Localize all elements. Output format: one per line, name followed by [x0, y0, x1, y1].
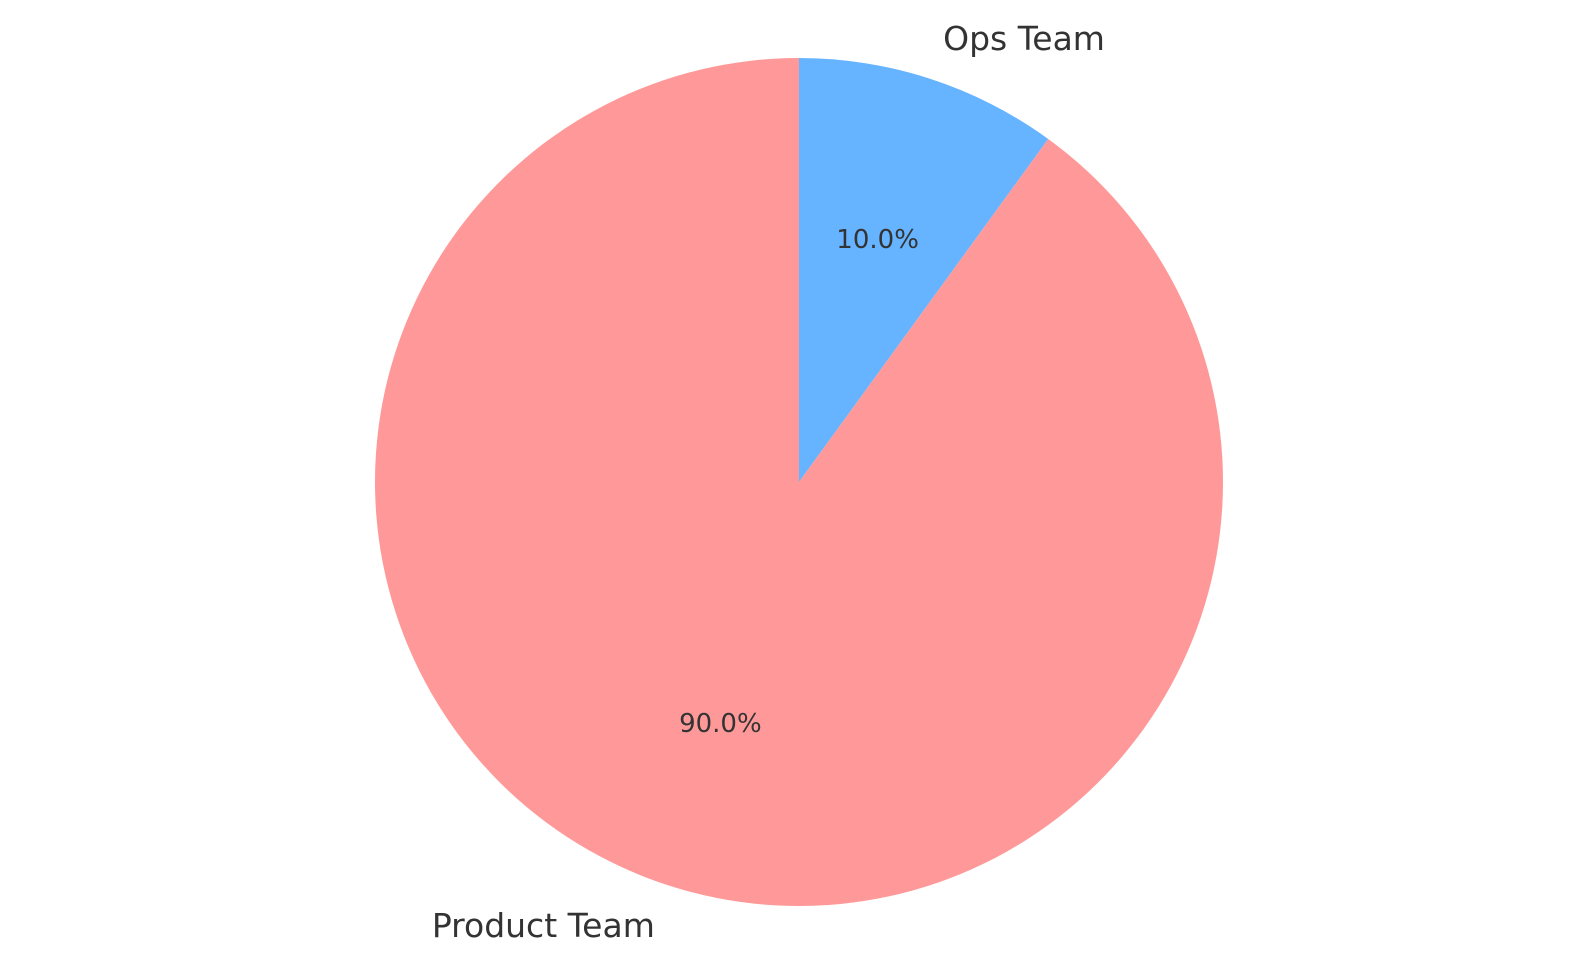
pie-slice-product-team: [375, 58, 1224, 906]
pie-value-label-product-team: 90.0%: [679, 709, 762, 739]
pie-category-label-ops-team: Ops Team: [943, 19, 1105, 58]
pie-value-label-ops-team: 10.0%: [836, 225, 919, 255]
pie-labels: 10.0% Ops Team 90.0% Product Team: [432, 19, 1105, 945]
pie-slice-ops-team: [799, 58, 1049, 482]
pie-category-label-product-team: Product Team: [432, 906, 655, 945]
pie-slices: [375, 58, 1224, 906]
